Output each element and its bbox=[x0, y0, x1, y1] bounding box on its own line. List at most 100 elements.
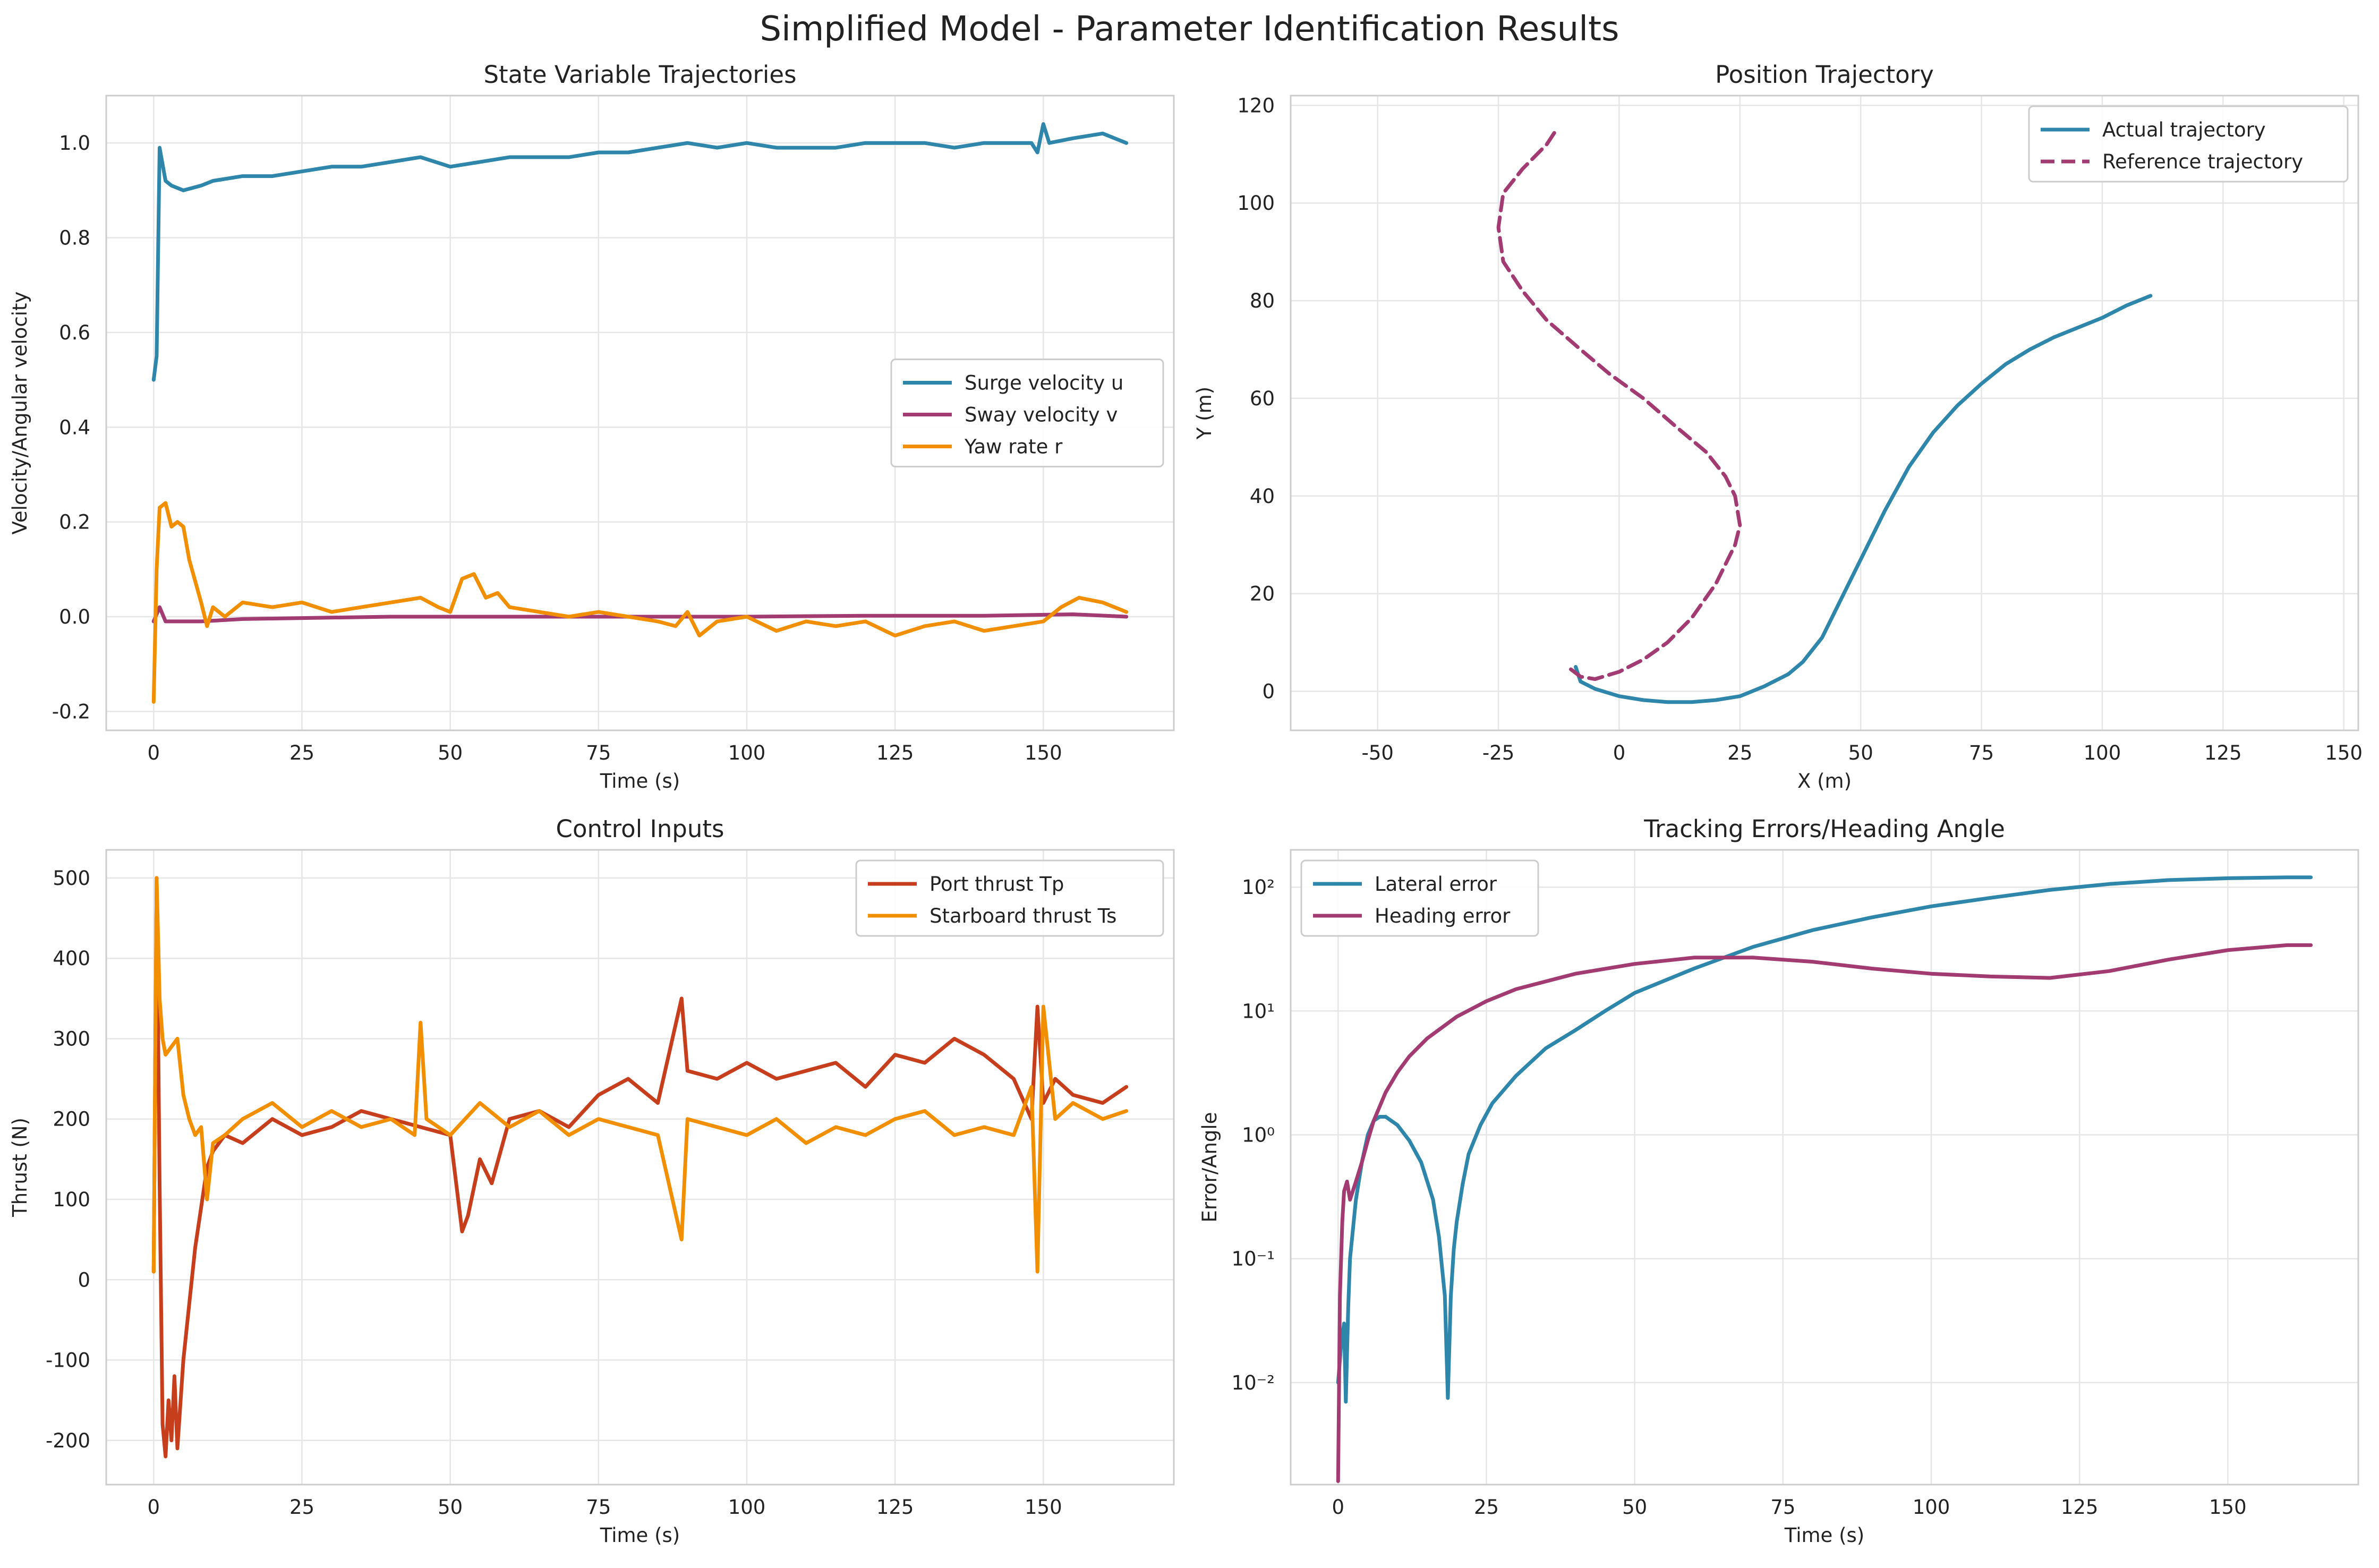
controls-xtick-label: 150 bbox=[1025, 1496, 1062, 1519]
states-chart: 0 25 50 75 100 125 150 -0.2 0.0 0.2 0.4 0.6 0.8 1.0 St… bbox=[8, 61, 1175, 792]
states-xtick-label: 100 bbox=[728, 742, 766, 764]
controls-series-starboard-thrust-ts bbox=[151, 876, 1129, 1274]
position-legend-label: Actual trajectory bbox=[2102, 118, 2266, 141]
states-ytick-label: 1.0 bbox=[59, 132, 90, 155]
errors-legend-label: Lateral error bbox=[1375, 873, 1497, 896]
errors-legend: Lateral error Heading error bbox=[1300, 859, 1539, 937]
controls-legend: Port thrust Tp Starboard thrust Ts bbox=[855, 859, 1164, 937]
errors-ytick-label: 10² bbox=[1242, 876, 1275, 899]
position-xtick-label: 150 bbox=[2325, 742, 2363, 764]
errors-plot-area bbox=[1291, 850, 2358, 1485]
states-axes-frame bbox=[105, 95, 1175, 731]
errors-ytick-label: 10¹ bbox=[1242, 1000, 1275, 1022]
position-ytick-label: 60 bbox=[1250, 387, 1275, 410]
states-ytick-label: 0.2 bbox=[59, 511, 90, 534]
position-series-actual-trajectory bbox=[1574, 294, 2153, 704]
controls-xtick-label: 75 bbox=[586, 1496, 611, 1519]
controls-xlabel: Time (s) bbox=[600, 1524, 680, 1547]
errors-xtick-label: 125 bbox=[2061, 1496, 2099, 1519]
controls-ytick-label: 500 bbox=[53, 867, 90, 890]
states-xtick-label: 25 bbox=[289, 742, 314, 764]
controls-legend-label: Port thrust Tp bbox=[930, 873, 1064, 896]
errors-xtick-label: 75 bbox=[1770, 1496, 1795, 1519]
position-xtick-label: 0 bbox=[1613, 742, 1626, 764]
position-xlabel: X (m) bbox=[1797, 770, 1852, 792]
errors-title: Tracking Errors/Heading Angle bbox=[1643, 815, 2005, 843]
states-series-sway-velocity-v bbox=[151, 605, 1129, 624]
errors-axes-frame bbox=[1290, 849, 2359, 1486]
states-series-yaw-rate-r bbox=[151, 501, 1129, 704]
errors-xtick-label: 0 bbox=[1332, 1496, 1345, 1519]
states-ytick-label: -0.2 bbox=[52, 700, 90, 723]
errors-ylabel: Error/Angle bbox=[1198, 1112, 1221, 1223]
position-ytick-label: 80 bbox=[1250, 289, 1275, 312]
position-ytick-label: 0 bbox=[1262, 680, 1275, 703]
states-xtick-label: 125 bbox=[876, 742, 914, 764]
position-plot-area bbox=[1291, 96, 2358, 730]
controls-ytick-label: 300 bbox=[53, 1027, 90, 1050]
controls-ytick-label: 400 bbox=[53, 947, 90, 970]
figure-title: Simplified Model - Parameter Identificat… bbox=[760, 10, 1619, 49]
states-ytick-label: 0.4 bbox=[59, 416, 90, 439]
states-xtick-label: 0 bbox=[148, 742, 160, 764]
errors-series-heading-error bbox=[1336, 943, 2313, 1483]
states-legend-label: Surge velocity u bbox=[965, 372, 1123, 395]
controls-title: Control Inputs bbox=[556, 815, 724, 843]
states-legend-box bbox=[890, 359, 1164, 467]
errors-ytick-label: 10⁰ bbox=[1242, 1124, 1275, 1147]
position-xtick-label: 125 bbox=[2204, 742, 2242, 764]
controls-series-port-thrust-tp bbox=[151, 876, 1129, 1459]
controls-chart: 0 25 50 75 100 125 150 -200 -100 0 100 200 300 400 500… bbox=[8, 815, 1175, 1547]
controls-ytick-label: 100 bbox=[53, 1188, 90, 1211]
errors-xtick-label: 50 bbox=[1622, 1496, 1647, 1519]
states-ylabel: Velocity/Angular velocity bbox=[8, 292, 31, 535]
errors-chart: 0 25 50 75 100 125 150 10⁻² 10⁻¹ 10⁰ 10¹ 10² Trackin… bbox=[1198, 815, 2359, 1547]
errors-ytick-label: 10⁻² bbox=[1232, 1371, 1275, 1394]
position-ylabel: Y (m) bbox=[1193, 387, 1216, 440]
controls-ytick-label: -100 bbox=[46, 1349, 90, 1372]
position-xtick-label: 75 bbox=[1969, 742, 1994, 764]
errors-xtick-label: 150 bbox=[2209, 1496, 2247, 1519]
states-title: State Variable Trajectories bbox=[483, 61, 796, 89]
position-legend-box bbox=[2028, 105, 2349, 183]
states-legend: Surge velocity u Sway velocity v Yaw rate … bbox=[890, 359, 1164, 467]
controls-ylabel: Thrust (N) bbox=[8, 1118, 31, 1217]
position-series-reference-trajectory bbox=[1496, 127, 1742, 681]
states-ytick-label: 0.8 bbox=[59, 227, 90, 250]
position-ytick-label: 20 bbox=[1250, 583, 1275, 606]
states-legend-label: Sway velocity v bbox=[965, 404, 1118, 427]
states-xtick-label: 50 bbox=[438, 742, 463, 764]
controls-xtick-label: 100 bbox=[728, 1496, 766, 1519]
errors-ytick-label: 10⁻¹ bbox=[1232, 1248, 1275, 1271]
position-xtick-label: -50 bbox=[1361, 742, 1393, 764]
errors-xlabel: Time (s) bbox=[1784, 1524, 1864, 1547]
controls-plot-area bbox=[106, 850, 1174, 1485]
position-legend: Actual trajectory Reference trajectory bbox=[2028, 105, 2349, 183]
position-ytick-label: 120 bbox=[1237, 94, 1275, 117]
controls-xtick-label: 0 bbox=[148, 1496, 160, 1519]
errors-xtick-label: 25 bbox=[1474, 1496, 1499, 1519]
controls-ytick-label: 200 bbox=[53, 1108, 90, 1131]
controls-ytick-label: -200 bbox=[46, 1429, 90, 1452]
position-legend-label: Reference trajectory bbox=[2102, 150, 2303, 173]
controls-axes-frame bbox=[105, 849, 1175, 1486]
position-xtick-label: 100 bbox=[2084, 742, 2121, 764]
position-title: Position Trajectory bbox=[1715, 61, 1934, 89]
position-axes-frame bbox=[1290, 95, 2359, 731]
states-ytick-label: 0.6 bbox=[59, 321, 90, 344]
position-chart: -50 -25 0 25 50 75 100 125 150 0 20 40 60 80 100 120 Pos… bbox=[1193, 61, 2363, 792]
position-ytick-label: 100 bbox=[1237, 192, 1275, 215]
states-xtick-label: 75 bbox=[586, 742, 611, 764]
states-legend-label: Yaw rate r bbox=[964, 436, 1063, 458]
states-xtick-label: 150 bbox=[1025, 742, 1062, 764]
controls-legend-box bbox=[855, 859, 1164, 937]
states-series-surge-velocity-u bbox=[151, 122, 1129, 382]
errors-legend-label: Heading error bbox=[1375, 905, 1511, 927]
errors-xtick-label: 100 bbox=[1913, 1496, 1950, 1519]
position-ytick-label: 40 bbox=[1250, 485, 1275, 508]
position-xtick-label: 50 bbox=[1848, 742, 1873, 764]
position-xtick-label: -25 bbox=[1482, 742, 1514, 764]
controls-legend-label: Starboard thrust Ts bbox=[930, 905, 1116, 927]
